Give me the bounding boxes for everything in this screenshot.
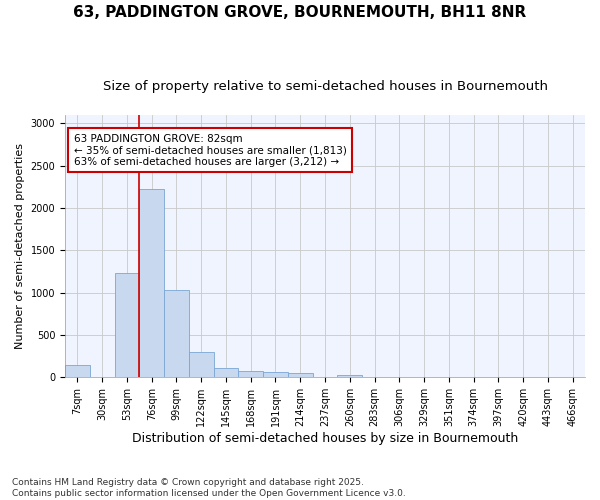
- X-axis label: Distribution of semi-detached houses by size in Bournemouth: Distribution of semi-detached houses by …: [132, 432, 518, 445]
- Bar: [139, 188, 164, 378]
- Bar: [65, 364, 90, 378]
- Text: 63, PADDINGTON GROVE, BOURNEMOUTH, BH11 8NR: 63, PADDINGTON GROVE, BOURNEMOUTH, BH11 …: [73, 5, 527, 20]
- Bar: [337, 375, 362, 378]
- Title: Size of property relative to semi-detached houses in Bournemouth: Size of property relative to semi-detach…: [103, 80, 548, 93]
- Bar: [288, 373, 313, 378]
- Bar: [115, 274, 139, 378]
- Bar: [214, 368, 238, 378]
- Text: 63 PADDINGTON GROVE: 82sqm
← 35% of semi-detached houses are smaller (1,813)
63%: 63 PADDINGTON GROVE: 82sqm ← 35% of semi…: [74, 134, 347, 167]
- Bar: [263, 372, 288, 378]
- Bar: [164, 290, 189, 378]
- Bar: [189, 352, 214, 378]
- Bar: [238, 370, 263, 378]
- Text: Contains HM Land Registry data © Crown copyright and database right 2025.
Contai: Contains HM Land Registry data © Crown c…: [12, 478, 406, 498]
- Y-axis label: Number of semi-detached properties: Number of semi-detached properties: [15, 143, 25, 349]
